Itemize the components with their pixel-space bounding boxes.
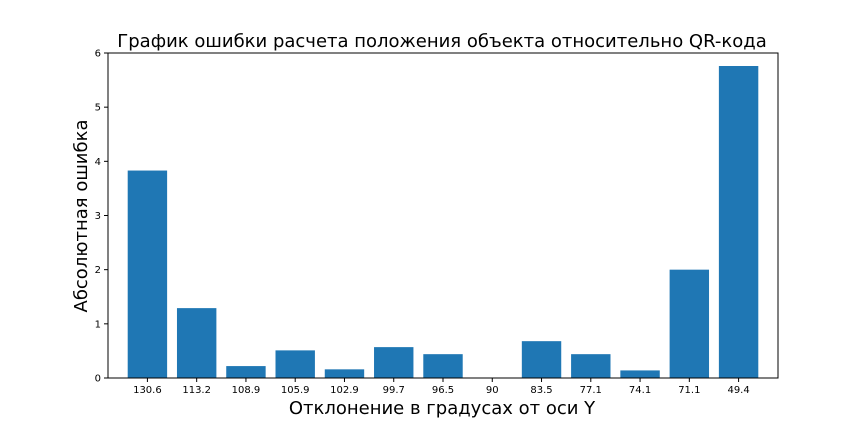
plot-area: 130.6 113.2 108.9 105.9 102.9 99.7 96.5 90 83.5 7… [95,49,779,396]
y-axis-label: Абсолютная ошибка [71,120,92,313]
x-tick-label-7: 90 [486,385,499,396]
x-tick-label-6: 96.5 [432,385,454,396]
x-tick-label-10: 74.1 [629,385,651,396]
x-tick-label-0: 130.6 [133,385,162,396]
bar-5 [374,347,414,378]
x-tick-label-12: 49.4 [727,385,749,396]
x-tick-label-5: 99.7 [383,385,405,396]
bar-3 [275,350,315,378]
x-tick-label-9: 77.1 [580,385,602,396]
x-tick-label-2: 108.9 [232,385,261,396]
y-tick-label-5: 5 [95,103,101,114]
y-tick-label-1: 1 [95,319,101,330]
y-tick-label-2: 2 [95,265,101,276]
bar-1 [176,308,217,378]
bar-4 [324,369,365,378]
bar-2 [226,366,266,378]
y-tick-label-6: 6 [95,49,101,60]
x-tick-label-4: 102.9 [330,385,359,396]
x-tick-label-11: 71.1 [678,385,700,396]
x-tick-label-3: 105.9 [281,385,310,396]
x-axis-label: Отклонение в градусах от оси Y [289,398,596,419]
bar-10 [620,370,660,378]
bar-8 [521,341,562,378]
y-tick-label-0: 0 [95,374,101,385]
bar-11 [669,269,710,378]
bar-0 [127,170,168,378]
x-tick-label-8: 83.5 [530,385,552,396]
y-tick-label-4: 4 [95,157,101,168]
y-tick-label-3: 3 [95,211,101,222]
x-tick-label-1: 113.2 [182,385,211,396]
chart-title: График ошибки расчета положения объекта … [117,31,766,52]
bar-12 [718,66,759,378]
bar-9 [571,354,611,378]
bar-6 [423,354,463,378]
